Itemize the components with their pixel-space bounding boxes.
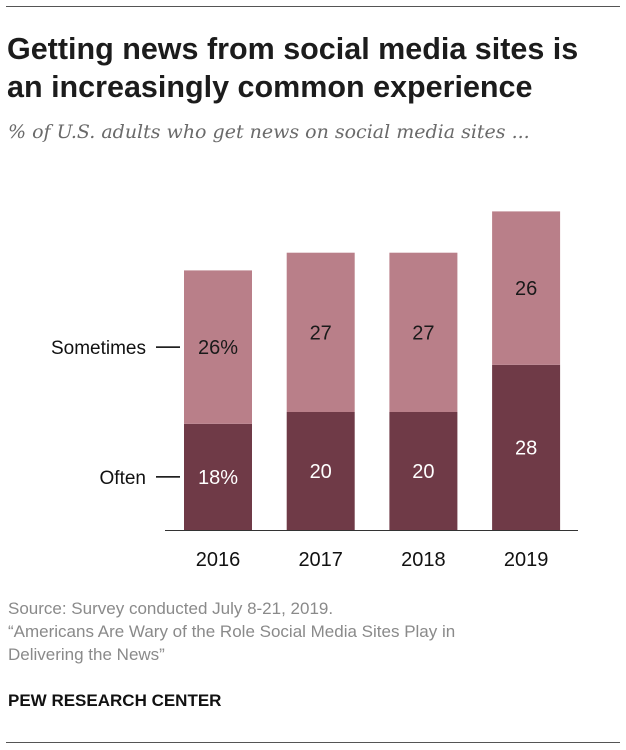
bar-often-2016 xyxy=(184,423,252,530)
bar-often-2018 xyxy=(389,412,458,530)
bar-often-2019 xyxy=(492,364,561,530)
x-tick-label-2018: 2018 xyxy=(401,549,446,571)
bar-sometimes-2017 xyxy=(286,252,355,412)
data-label-sometimes-2017: 27 xyxy=(310,322,332,344)
chart-title: Getting news from social media sites is … xyxy=(7,32,579,104)
data-label-often-2016: 18% xyxy=(198,467,238,489)
pew-logo-text: PEW RESEARCH CENTER xyxy=(8,691,222,710)
bar-sometimes-2019 xyxy=(492,211,561,365)
x-tick-label-2016: 2016 xyxy=(196,549,241,571)
report-title-line-2: Delivering the News” xyxy=(8,645,165,664)
bar-often-2017 xyxy=(286,412,355,530)
data-label-often-2017: 20 xyxy=(310,461,332,483)
x-tick-label-2019: 2019 xyxy=(504,549,549,571)
data-label-often-2018: 20 xyxy=(412,461,434,483)
data-label-sometimes-2016: 26% xyxy=(198,337,238,359)
legend-label-sometimes: Sometimes xyxy=(51,338,146,359)
data-label-sometimes-2018: 27 xyxy=(412,322,434,344)
bar-sometimes-2018 xyxy=(389,252,458,412)
stacked-bar-chart: 18% 26% 2016 20 27 2017 20 27 2018 28 26 2019 Often S… xyxy=(51,211,578,571)
data-label-often-2019: 28 xyxy=(515,437,537,459)
x-tick-label-2017: 2017 xyxy=(298,549,343,571)
chart-notes: Source: Survey conducted July 8-21, 2019… xyxy=(8,597,618,666)
chart-subtitle: % of U.S. adults who get news on social … xyxy=(8,121,530,143)
top-rule xyxy=(6,6,620,7)
bar-sometimes-2016 xyxy=(184,270,252,424)
report-title-line-1: “Americans Are Wary of the Role Social M… xyxy=(8,622,456,641)
legend-label-often: Often xyxy=(100,468,146,489)
source-note: Source: Survey conducted July 8-21, 2019… xyxy=(8,599,334,618)
bottom-rule xyxy=(6,742,620,743)
data-label-sometimes-2019: 26 xyxy=(515,278,537,300)
